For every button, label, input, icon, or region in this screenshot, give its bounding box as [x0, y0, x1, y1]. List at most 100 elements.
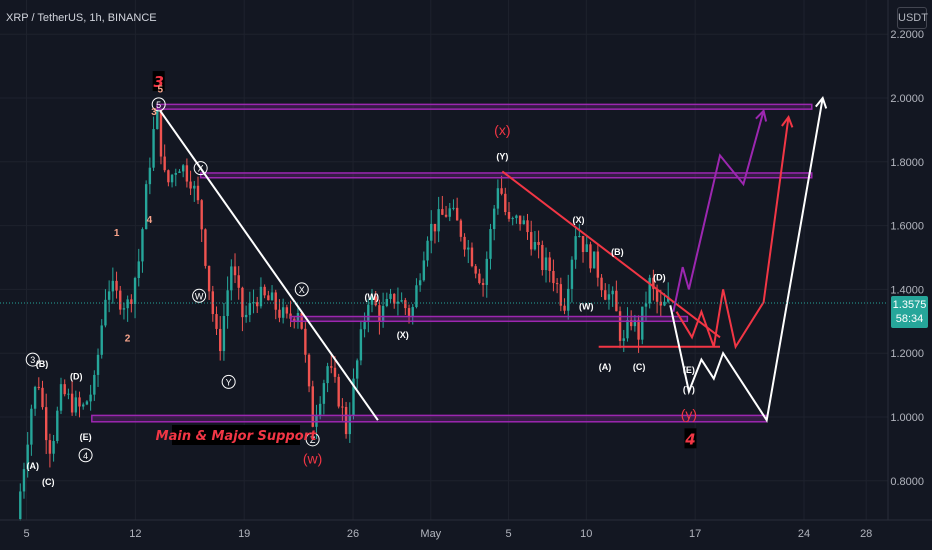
candle-body: [152, 129, 155, 168]
candle-body: [237, 275, 240, 288]
y-tick-label: 0.8000: [890, 476, 924, 488]
wave-circle-marker: [221, 374, 236, 389]
candle-body: [507, 212, 511, 219]
candle-body: [548, 257, 551, 271]
candle-body: [119, 290, 122, 310]
candle-body: [59, 384, 63, 411]
candle-body: [111, 280, 115, 292]
purple-path-arrowhead: [755, 108, 768, 122]
candle-body: [256, 302, 259, 307]
wave-label: 5: [157, 84, 163, 95]
wave-label-box: [152, 71, 165, 92]
candle-body: [355, 360, 359, 379]
red-path-arrowhead: [781, 115, 794, 128]
candle-body: [144, 184, 148, 230]
candle-body: [644, 303, 648, 307]
candle-body: [181, 165, 185, 172]
candle-body: [607, 294, 611, 300]
wave-label: (E): [80, 432, 92, 442]
candle-body: [500, 188, 503, 194]
candle-body: [370, 296, 374, 305]
candle-body: [615, 290, 618, 312]
candle-body: [263, 286, 266, 296]
candle-body: [589, 244, 592, 269]
candle-body: [489, 229, 492, 259]
candle-body: [441, 209, 444, 215]
x-tick-label: 10: [580, 528, 592, 540]
candle-body: [74, 397, 78, 413]
white-trendline: [159, 110, 379, 421]
wave-label: 5: [156, 100, 161, 110]
x-tick-label: 5: [505, 528, 511, 540]
wave-label: 4: [684, 430, 695, 448]
candle-body: [278, 309, 281, 318]
candle-body: [352, 378, 355, 416]
candle-body: [178, 171, 181, 173]
wave-label: 3: [151, 107, 157, 118]
candle-body: [574, 236, 577, 260]
candle-body: [666, 296, 670, 302]
candle-body: [107, 291, 111, 300]
candle-body: [555, 283, 559, 285]
price-axis: 2.2000 2.0000 1.8000 1.6000 1.4000 1.2000 1.00…: [890, 29, 924, 488]
candle-body: [322, 383, 326, 404]
bar-countdown: 58:34: [895, 313, 924, 325]
candle-body: [44, 407, 48, 441]
candle-body: [281, 307, 285, 318]
candle-body: [196, 185, 200, 201]
candle-body: [452, 207, 455, 209]
wave-label: 4: [83, 451, 88, 461]
candle-body: [200, 200, 203, 230]
candle-body: [233, 266, 237, 276]
candle-body: [381, 305, 385, 322]
wave-label: (y): [681, 406, 697, 422]
candle-body: [400, 300, 403, 302]
candle-body: [259, 286, 263, 307]
candle-body: [159, 109, 163, 157]
candle-body: [407, 308, 411, 317]
wave-circle-marker: [25, 352, 40, 367]
x-tick-label: 12: [129, 528, 141, 540]
candle-body: [293, 318, 296, 322]
candle-body: [411, 307, 414, 317]
candle-body: [22, 469, 26, 492]
candle-body: [222, 316, 226, 352]
candle-body: [459, 220, 463, 237]
candle-body: [485, 258, 488, 285]
candle-body: [348, 415, 351, 435]
candle-body: [389, 293, 392, 299]
candle-body: [393, 293, 396, 304]
candle-body: [359, 329, 363, 361]
candle-body: [404, 300, 407, 309]
candle-body: [541, 244, 544, 271]
candle-body: [148, 167, 152, 185]
wave-label: (X): [573, 215, 585, 225]
candle-body: [418, 280, 422, 286]
candle-body: [30, 408, 33, 445]
wave-label: (C): [42, 477, 55, 487]
candle-body: [652, 277, 655, 289]
candle-body: [570, 259, 574, 289]
candle-body: [304, 328, 307, 355]
candle-body: [100, 325, 103, 355]
wave-label: (W): [579, 301, 594, 311]
wave-label: (E): [683, 365, 695, 375]
time-axis: 5 12 19 26 May 5 10 17 24 28: [23, 528, 872, 540]
candle-body: [96, 354, 100, 375]
candle-body: [26, 444, 29, 470]
candle-body: [374, 296, 377, 306]
candle-body: [226, 290, 229, 317]
currency-button[interactable]: USDT: [897, 7, 928, 29]
candle-body: [52, 440, 55, 454]
candle-body: [341, 406, 344, 408]
candle-body: [248, 302, 252, 315]
candle-body: [137, 261, 140, 279]
candle-body: [252, 302, 255, 304]
purple-path: [672, 110, 765, 312]
candle-body: [648, 277, 651, 304]
x-tick-label: 19: [238, 528, 250, 540]
candle-body: [41, 387, 44, 408]
candle-body: [363, 320, 366, 330]
wave-label: (w): [303, 450, 322, 466]
wave-circle-marker: [305, 432, 320, 447]
